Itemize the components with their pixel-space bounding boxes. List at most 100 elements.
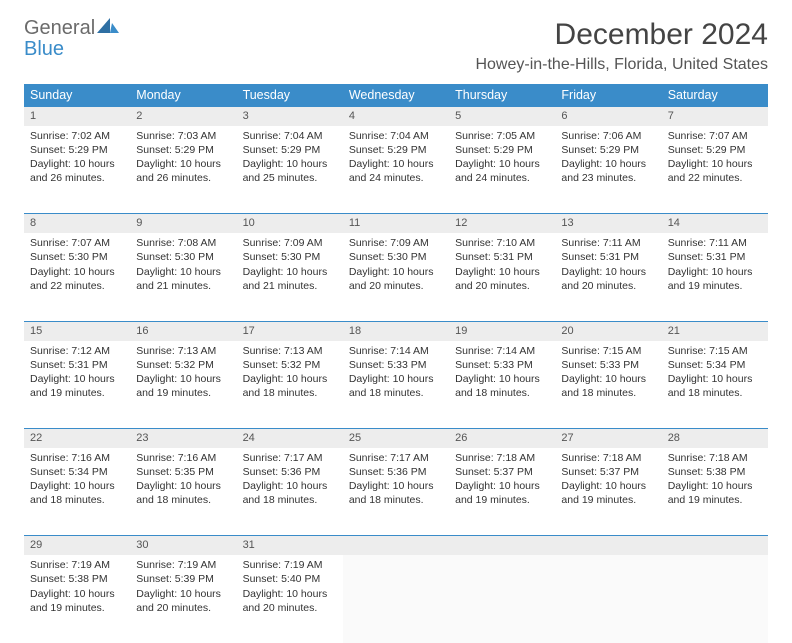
day-cell: Sunrise: 7:09 AMSunset: 5:30 PMDaylight:… [343, 233, 449, 321]
sunset-line: Sunset: 5:29 PM [349, 143, 443, 157]
day-cell: Sunrise: 7:04 AMSunset: 5:29 PMDaylight:… [343, 126, 449, 214]
daylight-line: Daylight: 10 hours [136, 157, 230, 171]
sunset-line: Sunset: 5:30 PM [243, 250, 337, 264]
daylight-line: Daylight: 10 hours [668, 479, 762, 493]
daylight-line: Daylight: 10 hours [136, 265, 230, 279]
day-cell: Sunrise: 7:18 AMSunset: 5:38 PMDaylight:… [662, 448, 768, 536]
daylight-line: Daylight: 10 hours [30, 479, 124, 493]
sunrise-line: Sunrise: 7:19 AM [136, 558, 230, 572]
sunset-line: Sunset: 5:31 PM [668, 250, 762, 264]
sunrise-line: Sunrise: 7:09 AM [349, 236, 443, 250]
day-number: 12 [455, 217, 467, 229]
sunrise-line: Sunrise: 7:15 AM [561, 344, 655, 358]
sunset-line: Sunset: 5:30 PM [136, 250, 230, 264]
day-number: 31 [243, 539, 255, 551]
daylight-line: Daylight: 10 hours [349, 265, 443, 279]
calendar-table: Sunday Monday Tuesday Wednesday Thursday… [24, 84, 768, 643]
day-number-cell: 24 [237, 429, 343, 448]
day-cell: Sunrise: 7:13 AMSunset: 5:32 PMDaylight:… [237, 341, 343, 429]
day-number-cell: 13 [555, 214, 661, 233]
day-number: 2 [136, 110, 142, 122]
day-number: 17 [243, 325, 255, 337]
month-title: December 2024 [475, 18, 768, 52]
daylight-line: and 18 minutes. [243, 493, 337, 507]
daylight-line: Daylight: 10 hours [136, 372, 230, 386]
day-number-cell: 21 [662, 321, 768, 340]
day-cell: Sunrise: 7:08 AMSunset: 5:30 PMDaylight:… [130, 233, 236, 321]
day-number: 6 [561, 110, 567, 122]
day-cell: Sunrise: 7:07 AMSunset: 5:29 PMDaylight:… [662, 126, 768, 214]
sunrise-line: Sunrise: 7:19 AM [30, 558, 124, 572]
day-number-cell: 14 [662, 214, 768, 233]
day-number: 8 [30, 217, 36, 229]
day-number-cell: 17 [237, 321, 343, 340]
day-cell: Sunrise: 7:14 AMSunset: 5:33 PMDaylight:… [449, 341, 555, 429]
daylight-line: and 18 minutes. [349, 386, 443, 400]
day-number-cell: 27 [555, 429, 661, 448]
day-cell: Sunrise: 7:15 AMSunset: 5:34 PMDaylight:… [662, 341, 768, 429]
sunrise-line: Sunrise: 7:08 AM [136, 236, 230, 250]
daylight-line: and 26 minutes. [136, 171, 230, 185]
day-number-cell: 20 [555, 321, 661, 340]
daylight-line: Daylight: 10 hours [243, 372, 337, 386]
day-number: 5 [455, 110, 461, 122]
weekday-header-row: Sunday Monday Tuesday Wednesday Thursday… [24, 84, 768, 107]
sunset-line: Sunset: 5:37 PM [561, 465, 655, 479]
week-row: Sunrise: 7:02 AMSunset: 5:29 PMDaylight:… [24, 126, 768, 214]
day-number: 16 [136, 325, 148, 337]
daylight-line: Daylight: 10 hours [561, 479, 655, 493]
day-number: 21 [668, 325, 680, 337]
daylight-line: Daylight: 10 hours [136, 587, 230, 601]
day-cell: Sunrise: 7:19 AMSunset: 5:39 PMDaylight:… [130, 555, 236, 643]
daylight-line: and 19 minutes. [561, 493, 655, 507]
sunrise-line: Sunrise: 7:17 AM [349, 451, 443, 465]
daylight-line: and 20 minutes. [136, 601, 230, 615]
day-number: 28 [668, 432, 680, 444]
day-number: 18 [349, 325, 361, 337]
sunrise-line: Sunrise: 7:18 AM [561, 451, 655, 465]
day-cell: Sunrise: 7:19 AMSunset: 5:38 PMDaylight:… [24, 555, 130, 643]
sunset-line: Sunset: 5:36 PM [243, 465, 337, 479]
daylight-line: and 22 minutes. [30, 279, 124, 293]
day-cell: Sunrise: 7:12 AMSunset: 5:31 PMDaylight:… [24, 341, 130, 429]
sunrise-line: Sunrise: 7:05 AM [455, 129, 549, 143]
day-cell: Sunrise: 7:11 AMSunset: 5:31 PMDaylight:… [555, 233, 661, 321]
sunset-line: Sunset: 5:29 PM [455, 143, 549, 157]
daynum-row: 293031 [24, 536, 768, 555]
daylight-line: Daylight: 10 hours [349, 372, 443, 386]
logo-text-blue: Blue [24, 38, 64, 60]
day-number-cell: 23 [130, 429, 236, 448]
sunset-line: Sunset: 5:29 PM [561, 143, 655, 157]
day-number-cell [555, 536, 661, 555]
sunrise-line: Sunrise: 7:18 AM [455, 451, 549, 465]
day-number-cell: 30 [130, 536, 236, 555]
daylight-line: and 20 minutes. [561, 279, 655, 293]
day-number: 4 [349, 110, 355, 122]
day-number-cell: 9 [130, 214, 236, 233]
sunset-line: Sunset: 5:29 PM [136, 143, 230, 157]
sunset-line: Sunset: 5:29 PM [30, 143, 124, 157]
sunrise-line: Sunrise: 7:09 AM [243, 236, 337, 250]
daylight-line: Daylight: 10 hours [30, 372, 124, 386]
sunrise-line: Sunrise: 7:16 AM [30, 451, 124, 465]
daylight-line: and 18 minutes. [136, 493, 230, 507]
daylight-line: Daylight: 10 hours [455, 479, 549, 493]
daylight-line: and 19 minutes. [668, 279, 762, 293]
day-number: 26 [455, 432, 467, 444]
day-cell: Sunrise: 7:05 AMSunset: 5:29 PMDaylight:… [449, 126, 555, 214]
daylight-line: Daylight: 10 hours [455, 265, 549, 279]
day-cell: Sunrise: 7:17 AMSunset: 5:36 PMDaylight:… [343, 448, 449, 536]
week-row: Sunrise: 7:19 AMSunset: 5:38 PMDaylight:… [24, 555, 768, 643]
sunrise-line: Sunrise: 7:13 AM [243, 344, 337, 358]
day-cell: Sunrise: 7:18 AMSunset: 5:37 PMDaylight:… [449, 448, 555, 536]
daylight-line: and 22 minutes. [668, 171, 762, 185]
day-number: 1 [30, 110, 36, 122]
day-cell: Sunrise: 7:14 AMSunset: 5:33 PMDaylight:… [343, 341, 449, 429]
daylight-line: Daylight: 10 hours [30, 587, 124, 601]
daylight-line: Daylight: 10 hours [243, 157, 337, 171]
sunset-line: Sunset: 5:32 PM [243, 358, 337, 372]
sunset-line: Sunset: 5:37 PM [455, 465, 549, 479]
sunset-line: Sunset: 5:33 PM [561, 358, 655, 372]
day-number: 24 [243, 432, 255, 444]
sunrise-line: Sunrise: 7:14 AM [349, 344, 443, 358]
